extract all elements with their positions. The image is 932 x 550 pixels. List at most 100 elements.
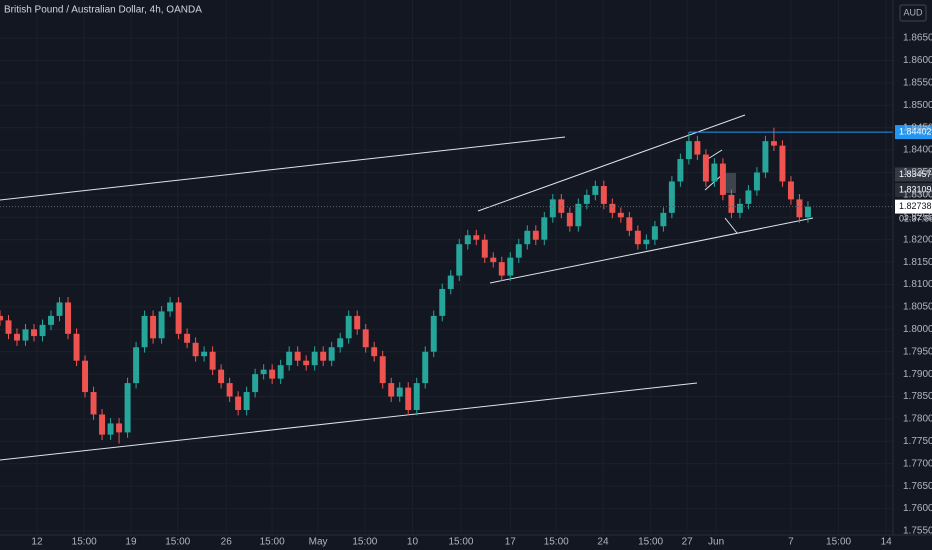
candle-body	[668, 181, 675, 213]
candle-body	[473, 235, 480, 240]
x-tick-label: 14	[881, 537, 893, 548]
candle-body	[294, 351, 301, 361]
candle-body	[770, 141, 777, 146]
candle-body	[549, 199, 556, 218]
candle-body	[379, 356, 386, 384]
y-tick-label: 1.85000	[903, 100, 932, 111]
x-tick-label: 26	[221, 537, 233, 548]
currency[interactable]: AUD	[903, 7, 923, 17]
y-tick-label: 1.86000	[903, 55, 932, 66]
candle-body	[0, 315, 3, 321]
price-label: 1.82738	[899, 201, 932, 211]
candle-body	[490, 257, 497, 263]
grid	[0, 0, 893, 535]
candle-body	[133, 347, 140, 384]
candle-body	[31, 329, 37, 337]
candle-body	[804, 206, 811, 218]
candle-body	[634, 230, 641, 245]
candle-body	[82, 360, 89, 393]
trend-line	[477, 114, 746, 212]
candle-body	[39, 324, 46, 337]
candle-body	[116, 423, 123, 433]
x-tick-label: 10	[407, 537, 419, 548]
candle-body	[787, 181, 794, 200]
x-tick-label: 15:00	[638, 537, 663, 548]
candle-body	[260, 369, 267, 375]
candle-body	[396, 387, 403, 397]
candle-body	[73, 333, 80, 361]
candle-body	[430, 315, 437, 352]
candle-body	[405, 387, 412, 410]
trend-line	[704, 174, 723, 191]
candle-body	[226, 383, 233, 397]
candle-body	[48, 315, 55, 325]
candle-body	[481, 239, 488, 258]
trend-line	[724, 217, 738, 234]
candle-body	[192, 342, 199, 357]
x-tick-label: 15:00	[826, 537, 851, 548]
candle-body	[201, 351, 208, 357]
candle-body	[745, 190, 752, 204]
countdown: 02:37:58	[899, 214, 932, 224]
y-tick-label: 1.84500	[903, 122, 932, 133]
candle-body	[175, 302, 182, 334]
candle-body	[371, 347, 378, 357]
candle-body	[286, 351, 293, 366]
candle-body	[65, 302, 72, 334]
y-tick-label: 1.76000	[903, 503, 932, 514]
candle-body	[320, 351, 327, 361]
x-tick-label: 15:00	[72, 537, 97, 548]
candle-body	[158, 311, 165, 339]
candle-body	[626, 217, 633, 231]
y-tick-label: 1.82500	[903, 212, 932, 223]
candle-body	[736, 203, 743, 213]
candle-body	[507, 257, 514, 276]
currency-box[interactable]	[899, 4, 927, 22]
candle-body	[141, 315, 148, 348]
candle-body	[167, 302, 174, 312]
price-label: 1.84402	[899, 126, 932, 136]
candle-body	[702, 154, 709, 182]
y-tick-label: 1.83500	[903, 167, 932, 178]
candle-body	[541, 217, 548, 240]
candle-body	[609, 203, 616, 213]
y-tick-label: 1.86500	[903, 33, 932, 44]
candle-body	[124, 383, 131, 433]
x-tick-label: 12	[31, 537, 43, 548]
trend-line	[0, 382, 698, 461]
candle-body	[209, 351, 216, 370]
candle-body	[303, 360, 310, 366]
candle-body	[643, 239, 650, 245]
candle-body	[447, 275, 454, 290]
candle-body	[762, 141, 769, 173]
candle-body	[575, 203, 582, 227]
candle-body	[269, 369, 276, 379]
candle-body	[5, 320, 12, 334]
candle-body	[711, 163, 718, 182]
y-tick-label: 1.80500	[903, 302, 932, 313]
candle-body	[277, 365, 284, 379]
y-tick-label: 1.79500	[903, 346, 932, 357]
x-tick-label: May	[309, 537, 328, 548]
candle-body	[464, 235, 471, 245]
candle-body	[218, 369, 225, 384]
candle-body	[107, 423, 114, 435]
y-tick-label: 1.82000	[903, 234, 932, 245]
x-tick-label: 7	[788, 537, 794, 548]
candle-body	[252, 374, 259, 393]
candle-body	[515, 244, 522, 258]
candle-body	[600, 185, 607, 204]
y-tick-label: 1.77000	[903, 458, 932, 469]
y-tick-label: 1.83000	[903, 190, 932, 201]
candle-body	[439, 289, 446, 316]
drawings	[0, 114, 814, 461]
y-tick-label: 1.80000	[903, 324, 932, 335]
candle-body	[328, 347, 335, 361]
price-label-box	[895, 199, 932, 214]
candle-body	[583, 194, 590, 204]
candles	[0, 127, 811, 444]
price-label: 1.83109	[899, 184, 932, 194]
candle-body	[99, 414, 106, 435]
y-tick-label: 1.84000	[903, 145, 932, 156]
